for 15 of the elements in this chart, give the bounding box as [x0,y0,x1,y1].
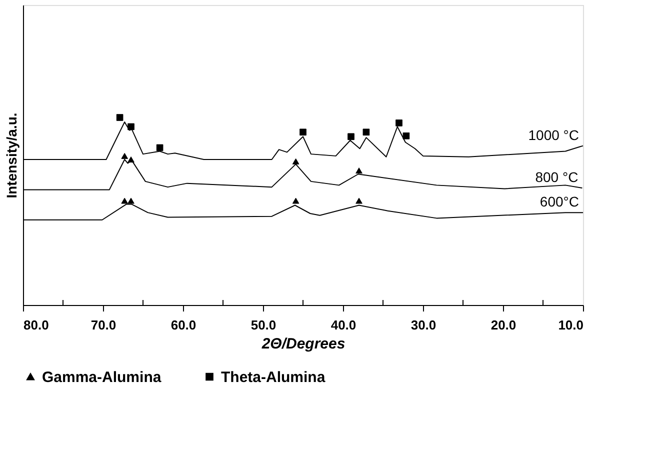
x-tick-label: 70.0 [90,318,116,332]
x-tick-label: 60.0 [170,318,196,332]
legend-label: Gamma-Alumina [42,368,162,386]
x-tick-label: 20.0 [490,318,516,332]
x-tick-label: 10.0 [558,318,584,332]
legend-label: Theta-Alumina [221,368,326,386]
x-tick-label: 80.0 [24,318,49,332]
x-tick-label: 50.0 [250,318,276,332]
series-label: 800 °C [535,169,578,185]
y-axis-title: Intensity/a.u. [4,112,20,198]
x-axis-title: 2Θ/Degrees [260,336,346,352]
series-label: 600°C [540,194,579,210]
series-label: 1000 °C [528,126,579,143]
x-tick-label: 30.0 [410,318,436,332]
x-tick-label: 40.0 [330,318,356,332]
